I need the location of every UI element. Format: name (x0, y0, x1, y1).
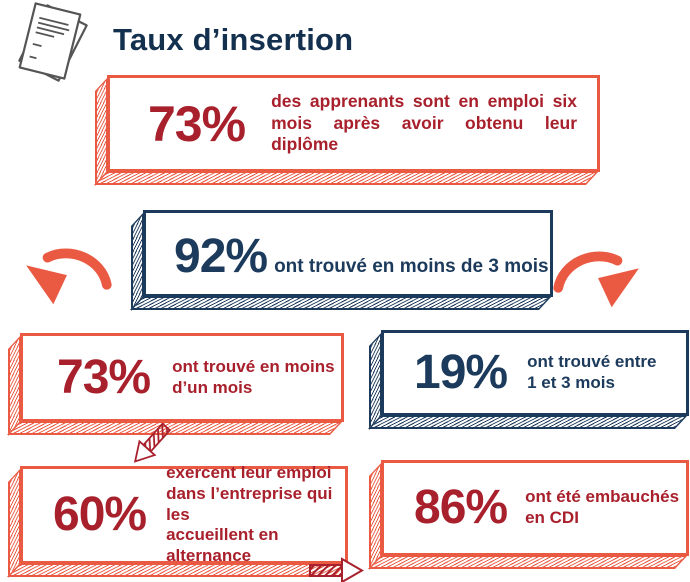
stat-percent: 73% (148, 95, 246, 152)
box-bottom-hatch (367, 415, 688, 429)
stat-label: ont été embauchés en CDI (525, 487, 680, 527)
stat-label: exercent leur emploi dans l’entreprise q… (166, 463, 333, 566)
box-bottom-hatch (367, 555, 688, 569)
stat-label: ont trouvé en moins d’un mois (172, 356, 335, 397)
page-title: Taux d’insertion (113, 22, 354, 57)
stat-box-employed-host-company: 60% exercent leur emploi dans l’entrepri… (6, 463, 348, 578)
stat-box-found-1-to-3-months: 19% ont trouvé entre 1 et 3 mois (367, 330, 689, 430)
small-arrow-down-left-icon (133, 422, 172, 463)
stat-box-hired-cdi: 86% ont été embauchés en CDI (367, 460, 689, 570)
stat-percent: 19% (414, 346, 508, 399)
papers-icon (18, 2, 88, 82)
box-bottom-hatch (129, 296, 552, 310)
stat-box-employed-six-months: 73% des apprenants sont en emploi six mo… (93, 75, 600, 186)
stat-percent: 92% (174, 230, 268, 283)
stat-box-found-under-1-month: 73% ont trouvé en moins d’un mois (6, 333, 344, 436)
box-bottom-hatch (93, 171, 599, 185)
stat-percent: 86% (414, 481, 508, 534)
curved-arrow-left-icon (26, 248, 112, 305)
stat-percent: 60% (53, 488, 147, 541)
stat-label: ont trouvé en moins de 3 mois (274, 256, 549, 277)
curved-arrow-right-icon (553, 251, 639, 308)
stat-box-found-under-3-months: 92% ont trouvé en moins de 3 mois (129, 210, 553, 311)
stat-label: ont trouvé entre 1 et 3 mois (527, 352, 657, 392)
small-arrow-right-icon (309, 557, 364, 582)
stat-percent: 73% (57, 350, 151, 404)
stat-label: des apprenants sont en emploi six mois a… (271, 91, 577, 155)
